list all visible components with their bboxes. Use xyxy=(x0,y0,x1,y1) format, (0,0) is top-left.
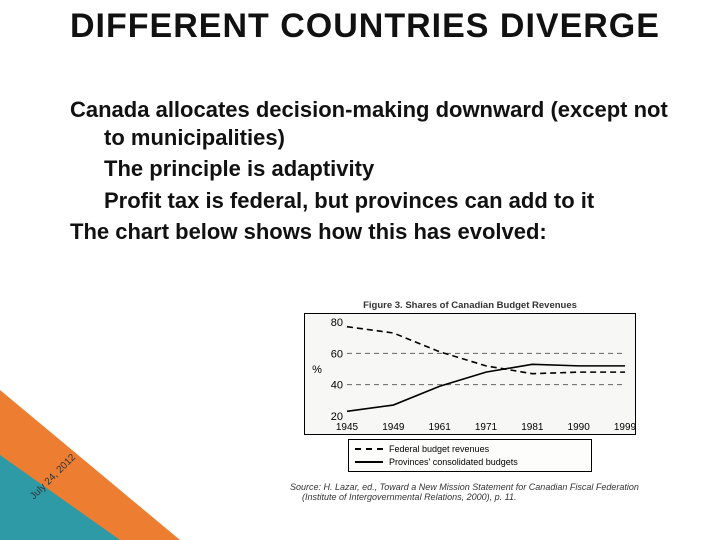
svg-text:60: 60 xyxy=(331,348,343,360)
body-text: Canada allocates decision-making downwar… xyxy=(70,96,670,250)
legend-label-1: Federal budget revenues xyxy=(389,443,489,456)
legend-row-2: Provinces' consolidated budgets xyxy=(355,456,585,469)
svg-text:1971: 1971 xyxy=(475,422,498,433)
svg-text:1961: 1961 xyxy=(429,422,452,433)
legend-swatch-dashed xyxy=(355,448,383,450)
legend-row-1: Federal budget revenues xyxy=(355,443,585,456)
chart-caption: Figure 3. Shares of Canadian Budget Reve… xyxy=(290,300,650,311)
chart-box: 20406080%1945194919611971198119901999 xyxy=(304,313,636,435)
svg-text:%: % xyxy=(312,364,322,376)
bullet-3: Profit tax is federal, but provinces can… xyxy=(70,187,670,215)
svg-text:1949: 1949 xyxy=(382,422,405,433)
svg-text:1981: 1981 xyxy=(521,422,544,433)
source-text: H. Lazar, ed., Toward a New Mission Stat… xyxy=(302,482,639,502)
svg-text:1999: 1999 xyxy=(614,422,635,433)
chart-figure: Figure 3. Shares of Canadian Budget Reve… xyxy=(290,300,650,502)
svg-text:1990: 1990 xyxy=(568,422,591,433)
chart-legend: Federal budget revenues Provinces' conso… xyxy=(348,439,592,472)
source-prefix: Source: xyxy=(290,482,321,492)
orange-triangle xyxy=(0,390,180,540)
slide: DIFFERENT COUNTRIES DIVERGE Canada alloc… xyxy=(0,0,720,540)
bullet-1: Canada allocates decision-making downwar… xyxy=(70,96,670,151)
bullet-2: The principle is adaptivity xyxy=(70,155,670,183)
date-label: July 24, 2012 xyxy=(28,452,78,502)
legend-swatch-solid xyxy=(355,461,383,463)
page-title: DIFFERENT COUNTRIES DIVERGE xyxy=(70,8,660,45)
legend-label-2: Provinces' consolidated budgets xyxy=(389,456,518,469)
decorative-triangles xyxy=(0,360,260,540)
chart-source: Source: H. Lazar, ed., Toward a New Miss… xyxy=(290,482,650,502)
svg-text:1945: 1945 xyxy=(336,422,359,433)
chart-svg: 20406080%1945194919611971198119901999 xyxy=(305,314,635,434)
svg-text:80: 80 xyxy=(331,317,343,329)
svg-text:40: 40 xyxy=(331,380,343,392)
bullet-4: The chart below shows how this has evolv… xyxy=(70,218,670,246)
